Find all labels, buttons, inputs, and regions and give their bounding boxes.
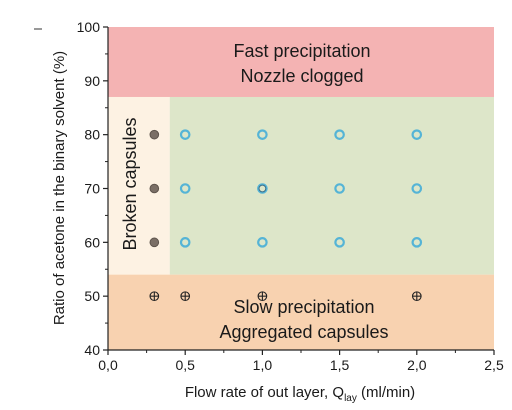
chart-markers (149, 129, 423, 302)
marker-open-cyan-10 (334, 237, 345, 248)
y-tick-label: 60 (84, 234, 100, 250)
marker-open-cyan-0 (179, 129, 191, 140)
x-tick-label: 2,0 (407, 357, 427, 373)
y-tick-label: 70 (84, 181, 100, 197)
marker-filled-gray-0 (149, 129, 160, 140)
x-axis-label-subscript: lay (344, 393, 357, 404)
marker-open-cyan-4 (179, 183, 191, 194)
x-tick-label: 2,5 (484, 357, 504, 373)
marker-highlight-center (258, 184, 267, 193)
y-tick-label: 50 (84, 288, 100, 304)
marker-filled-gray-2 (149, 237, 160, 248)
x-tick-label: 1,5 (330, 357, 350, 373)
y-tick-label: 40 (84, 342, 100, 358)
marker-open-cyan-5 (257, 183, 268, 194)
region-label-slow-0: Slow precipitation (233, 297, 374, 317)
x-tick-label: 0,0 (98, 357, 118, 373)
region-fast (108, 27, 494, 97)
marker-open-cyan-8 (179, 237, 191, 248)
marker-open-cyan-7 (411, 183, 423, 194)
marker-open-cyan-3 (411, 129, 423, 140)
x-axis-label-unit: (ml/min) (357, 384, 415, 401)
region-slow (108, 274, 494, 350)
region-broken (108, 96, 170, 275)
chart-regions (108, 27, 494, 350)
x-axis-label-main: Flow rate of out layer, Q (185, 384, 344, 401)
region-label-slow-1: Aggregated capsules (219, 322, 388, 342)
x-tick-label: 1,0 (253, 357, 273, 373)
marker-circle-plus-0 (149, 291, 160, 302)
marker-circle-plus-3 (411, 291, 422, 302)
marker-circle-plus-2 (257, 291, 268, 302)
marker-open-cyan-2 (334, 129, 345, 140)
marker-circle-plus-1 (180, 291, 191, 302)
y-axis-label: Ratio of acetone in the binary solvent (… (51, 51, 68, 325)
marker-filled-gray-1 (149, 183, 160, 194)
y-tick-label: 80 (84, 127, 100, 143)
marker-open-cyan-11 (411, 237, 423, 248)
marker-open-cyan-6 (334, 183, 345, 194)
marker-open-cyan-1 (257, 129, 268, 140)
x-axis-label: Flow rate of out layer, Qlay (ml/min) (185, 384, 415, 404)
region-good (169, 96, 494, 275)
y-tick-label: 100 (77, 19, 101, 35)
chart-region-labels: Fast precipitation Nozzle clogged Broken c… (120, 41, 389, 342)
x-tick-label: 0,5 (175, 357, 195, 373)
region-label-broken-0: Broken capsules (120, 117, 140, 250)
region-label-fast-0: Fast precipitation (233, 41, 370, 61)
marker-open-cyan-9 (257, 237, 268, 248)
y-tick-label: 90 (84, 73, 100, 89)
region-label-fast-1: Nozzle clogged (240, 66, 363, 86)
chart-ticks: 0,0 0,5 1,0 1,5 2,0 2,5 40 50 60 70 80 90 100 (77, 19, 504, 373)
